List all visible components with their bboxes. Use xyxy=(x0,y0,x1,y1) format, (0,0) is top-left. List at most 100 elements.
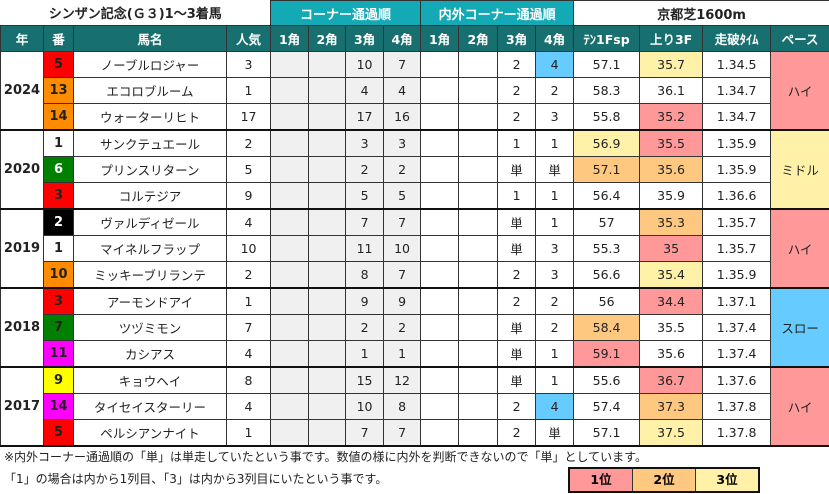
last-3f: 36.1 xyxy=(639,77,704,104)
table-row: 3 コルテジア 9 5 5 1 1 56.4 35.9 1.36.6 xyxy=(1,182,829,210)
finish-time: 1.35.9 xyxy=(702,129,772,157)
finish-time: 1.37.4 xyxy=(702,340,772,368)
corner-1 xyxy=(270,77,310,104)
column-header: 人気 xyxy=(225,25,272,52)
inout-1 xyxy=(420,393,460,420)
inout-1 xyxy=(420,287,460,315)
post-number: 9 xyxy=(43,366,74,394)
last-3f: 35 xyxy=(639,235,704,262)
ten-1f-speed: 56 xyxy=(573,287,641,315)
last-3f: 35.6 xyxy=(639,340,704,368)
inout-3: 単 xyxy=(497,235,537,262)
pace-cell: ミドル xyxy=(770,129,829,210)
last-3f: 36.7 xyxy=(639,366,704,394)
inout-4: 2 xyxy=(535,287,575,315)
course-label: 京都芝1600m xyxy=(573,0,829,26)
column-header: 上り3F xyxy=(639,25,704,52)
corner-3: 9 xyxy=(345,287,385,315)
corner-2 xyxy=(308,366,347,394)
inout-4: 3 xyxy=(535,235,575,262)
column-header: 走破ﾀｲﾑ xyxy=(702,25,772,52)
inout-1 xyxy=(420,129,460,157)
pace-cell: スロー xyxy=(770,287,829,368)
year-cell: 2017 xyxy=(0,366,44,447)
footnote: 「1」の場合は内から1列目、「3」は内から3列目にいたという事です。 xyxy=(4,472,388,486)
corner-2 xyxy=(308,340,347,368)
post-number: 10 xyxy=(43,261,74,289)
corner-1 xyxy=(270,287,310,315)
inout-2 xyxy=(458,182,499,210)
corner-4: 7 xyxy=(383,419,422,447)
finish-time: 1.34.7 xyxy=(702,103,772,131)
popularity: 2 xyxy=(225,129,272,157)
corner-2 xyxy=(308,235,347,262)
last-3f: 37.3 xyxy=(639,393,704,420)
corner-4: 5 xyxy=(383,182,422,210)
last-3f: 35.5 xyxy=(639,314,704,341)
horse-name: アーモンドアイ xyxy=(73,287,227,315)
ten-1f-speed: 56.9 xyxy=(573,129,641,157)
post-number: 1 xyxy=(43,235,74,262)
popularity: 4 xyxy=(225,340,272,368)
corner-2 xyxy=(308,261,347,289)
corner-4: 10 xyxy=(383,235,422,262)
finish-time: 1.35.7 xyxy=(702,208,772,236)
corner-4: 9 xyxy=(383,287,422,315)
inout-1 xyxy=(420,314,460,341)
post-number: 3 xyxy=(43,287,74,315)
table-row: 2020 1 サンクテュエール 2 3 3 1 1 56.9 35.5 1.35.9 ミドル xyxy=(0,129,829,210)
inout-3: 単 xyxy=(497,340,537,368)
inout-1 xyxy=(420,340,460,368)
corner-3: 10 xyxy=(345,393,385,420)
inout-2 xyxy=(458,419,499,447)
ten-1f-speed: 57.1 xyxy=(573,51,641,78)
horse-name: ミッキーブリランテ xyxy=(73,261,227,289)
popularity: 7 xyxy=(225,314,272,341)
corner-2 xyxy=(308,208,347,236)
year-cell: 2019 xyxy=(0,208,44,289)
finish-time: 1.36.6 xyxy=(702,182,772,210)
corner-3: 4 xyxy=(345,77,385,104)
table-row: 6 プリンスリターン 5 2 2 単単 57.1 35.6 1.35.9 xyxy=(1,156,829,183)
table-row: 14 ウォーターリヒト 17 17 16 2 3 55.8 35.2 1.34.7 xyxy=(1,103,829,131)
inout-4: 1 xyxy=(535,208,575,236)
inout-2 xyxy=(458,340,499,368)
corner-2 xyxy=(308,77,347,104)
column-header: 4角 xyxy=(535,25,575,52)
corner-1 xyxy=(270,419,310,447)
corner-4: 1 xyxy=(383,340,422,368)
inout-4: 1 xyxy=(535,366,575,394)
corner-1 xyxy=(270,208,310,236)
horse-name: カシアス xyxy=(73,340,227,368)
popularity: 1 xyxy=(225,287,272,315)
post-number: 11 xyxy=(43,340,74,368)
corner-3: 5 xyxy=(345,182,385,210)
post-number: 14 xyxy=(43,393,74,420)
last-3f: 35.6 xyxy=(639,156,704,183)
ten-1f-speed: 59.1 xyxy=(573,340,641,368)
pace-cell: ハイ xyxy=(770,208,829,289)
inout-3: 2 xyxy=(497,51,537,78)
popularity: 17 xyxy=(225,103,272,131)
results-table: シンザン記念(Ｇ３)1～3着馬 コーナー通過順 内外コーナー通過順 京都芝160… xyxy=(0,0,829,447)
popularity: 2 xyxy=(225,261,272,289)
ten-1f-speed: 57.1 xyxy=(573,419,641,447)
finish-time: 1.35.9 xyxy=(702,156,772,183)
legend-rank3: 3位 xyxy=(696,469,758,491)
ten-1f-speed: 55.6 xyxy=(573,366,641,394)
inout-4: 1 xyxy=(535,129,575,157)
popularity: 8 xyxy=(225,366,272,394)
inout-2 xyxy=(458,77,499,104)
table-title: シンザン記念(Ｇ３)1～3着馬 xyxy=(48,7,222,23)
corner-4: 7 xyxy=(383,51,422,78)
corner-2 xyxy=(308,129,347,157)
horse-name: プリンスリターン xyxy=(73,156,227,183)
corner-3: 15 xyxy=(345,366,385,394)
rank-legend: 1位 2位 3位 xyxy=(568,467,760,493)
horse-name: ノーブルロジャー xyxy=(73,51,227,78)
inout-1 xyxy=(420,235,460,262)
corner-2 xyxy=(308,314,347,341)
inout-3: 1 xyxy=(497,129,537,157)
corner-3: 2 xyxy=(345,156,385,183)
corner-2 xyxy=(308,393,347,420)
